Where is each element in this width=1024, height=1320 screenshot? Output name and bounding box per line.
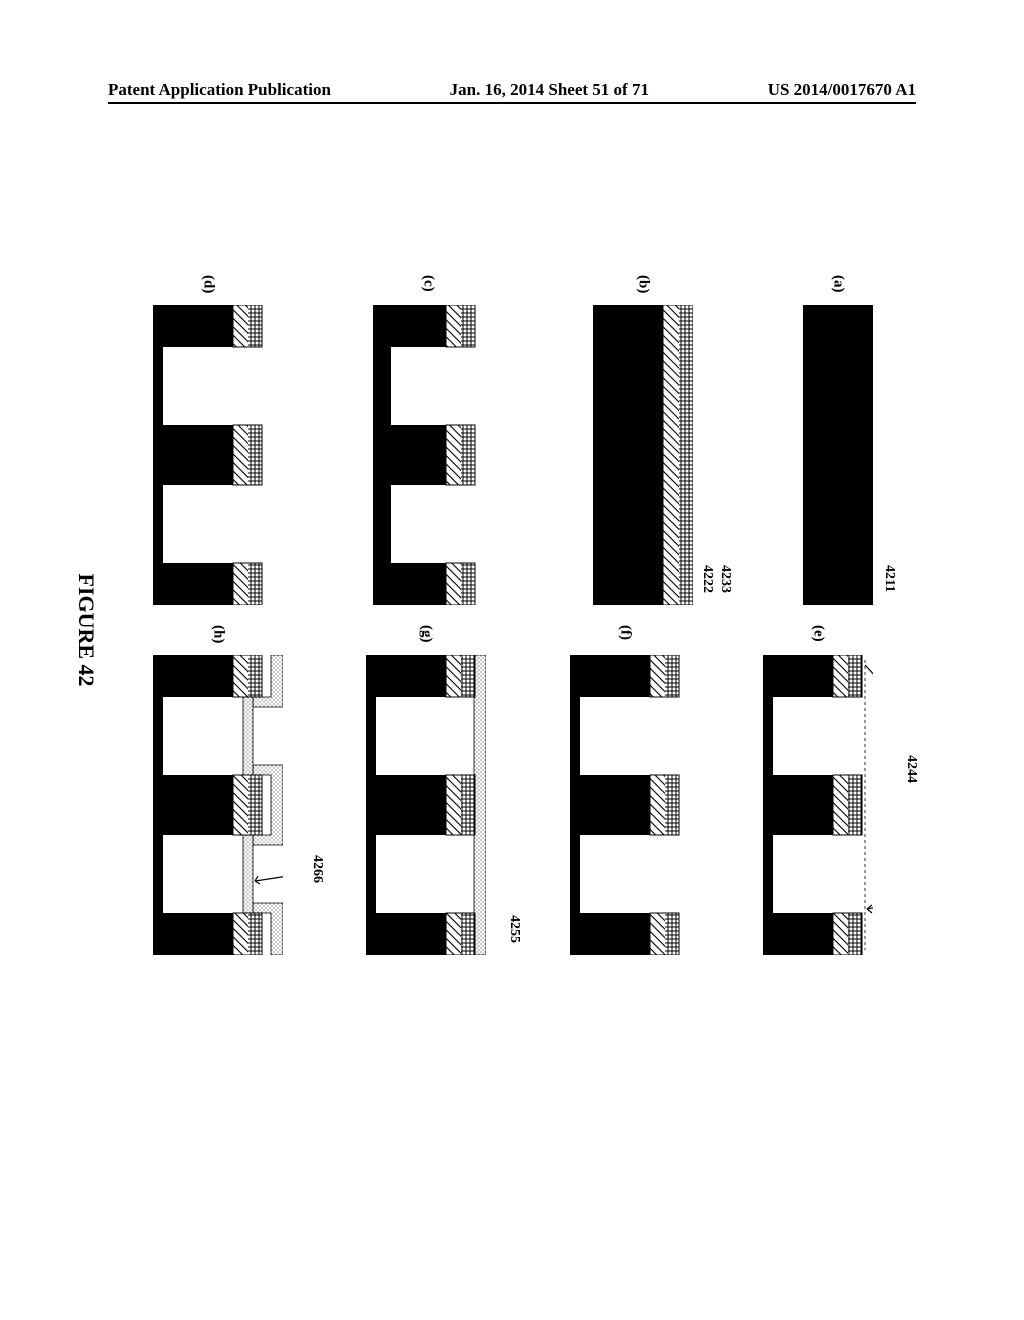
panel-b: (b) 4233 4222 xyxy=(593,305,693,605)
ref-4266: 4266 xyxy=(309,855,325,883)
page: Patent Application Publication Jan. 16, … xyxy=(0,0,1024,1320)
panel-g: (g) 4255 xyxy=(366,655,486,955)
header-pub-number: US 2014/0017670 A1 xyxy=(768,80,916,100)
panel-label: (g) xyxy=(418,625,435,643)
page-header: Patent Application Publication Jan. 16, … xyxy=(108,80,916,104)
panel-h: (h) 4266 xyxy=(153,655,283,955)
panel-c-diagram xyxy=(373,305,483,605)
panel-f-diagram xyxy=(570,655,680,955)
ref-4211: 4211 xyxy=(881,565,897,592)
panel-label: (d) xyxy=(200,275,217,293)
panel-a: (a) 4211 xyxy=(803,305,873,605)
figure-right-column: (e) 4244 xyxy=(153,655,873,955)
panel-h-diagram xyxy=(153,655,283,955)
header-publication: Patent Application Publication xyxy=(108,80,331,100)
panel-e-diagram xyxy=(763,655,873,955)
panel-c: (c) xyxy=(373,305,483,605)
figure-title: FIGURE 42 xyxy=(73,305,99,955)
panel-label: (b) xyxy=(635,275,652,293)
ref-4255: 4255 xyxy=(506,915,522,943)
panel-label: (f) xyxy=(616,625,633,640)
panel-label: (e) xyxy=(810,625,827,642)
header-date-sheet: Jan. 16, 2014 Sheet 51 of 71 xyxy=(450,80,649,100)
panel-e: (e) 4244 xyxy=(763,655,873,955)
ref-4233: 4233 xyxy=(717,565,733,593)
panel-label: (c) xyxy=(420,275,437,292)
ref-4244: 4244 xyxy=(903,755,919,783)
panel-label: (a) xyxy=(830,275,847,293)
panel-d: (d) xyxy=(153,305,263,605)
panel-a-diagram xyxy=(803,305,873,605)
panel-label: (h) xyxy=(210,625,227,643)
panel-f: (f) xyxy=(570,655,680,955)
panel-b-diagram xyxy=(593,305,693,605)
figure-42: (a) 4211 (b) 4233 4222 xyxy=(153,305,873,955)
panel-g-diagram xyxy=(366,655,486,955)
figure-left-column: (a) 4211 (b) 4233 4222 xyxy=(153,305,873,605)
panel-d-diagram xyxy=(153,305,263,605)
ref-4222: 4222 xyxy=(699,565,715,593)
